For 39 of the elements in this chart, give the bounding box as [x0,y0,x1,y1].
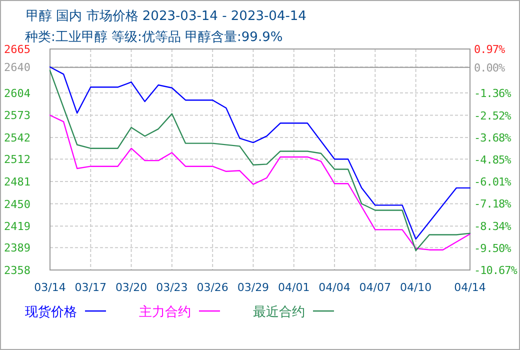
y-tick-label: 2640 [4,60,30,74]
y-tick-label: 2512 [4,153,30,166]
x-tick-label: 03/17 [74,281,106,294]
x-tick-label: 04/01 [278,281,310,294]
y2-tick-label: -6.01% [474,176,512,189]
y2-tick-label: -8.34% [474,220,512,233]
line-series [49,114,471,250]
legend-label: 现货价格 [25,305,77,320]
y-tick-label: 2450 [4,198,30,211]
x-tick-label: 04/10 [400,281,432,294]
y2-tick-label: -2.52% [474,109,512,122]
legend-label: 主力合约 [139,304,191,320]
y-tick-label: 2481 [4,175,30,188]
y-tick-label: 2358 [4,264,30,277]
x-tick-label: 04/14 [454,281,486,294]
x-tick-label: 03/29 [237,281,270,294]
x-tick-label: 03/14 [34,281,66,294]
chart-subtitle: 种类:工业甲醇 等级:优等品 甲醇含量:99.9% [25,30,283,45]
y2-tick-label: 0.97% [474,43,506,56]
y2-tick-label: -1.36% [474,87,512,100]
x-tick-label: 03/23 [156,281,188,294]
y2-tick-label: -4.85% [474,154,512,166]
y-tick-label: 2389 [4,242,30,255]
legend-label: 最近合约 [253,305,305,320]
y2-tick-label: -9.50% [474,242,512,255]
chart-title: 甲醇 国内 市场价格 2023-03-14 - 2023-04-14 [26,9,306,24]
y-tick-label: 2665 [4,43,30,56]
y-tick-label: 2542 [4,132,30,145]
x-tick-label: 03/26 [196,281,228,294]
x-tick-label: 04/07 [359,281,392,294]
y2-tick-label: 0.00% [474,61,506,74]
y2-tick-label: -7.18% [474,198,512,211]
y-tick-label: 2604 [4,86,31,100]
x-tick-label: 04/04 [318,281,350,294]
x-tick-label: 03/20 [115,281,148,294]
y2-tick-label: -10.67% [474,264,518,277]
y-tick-label: 2419 [4,220,30,234]
y2-tick-label: -3.68% [474,131,512,144]
y-tick-label: 2573 [4,109,30,122]
